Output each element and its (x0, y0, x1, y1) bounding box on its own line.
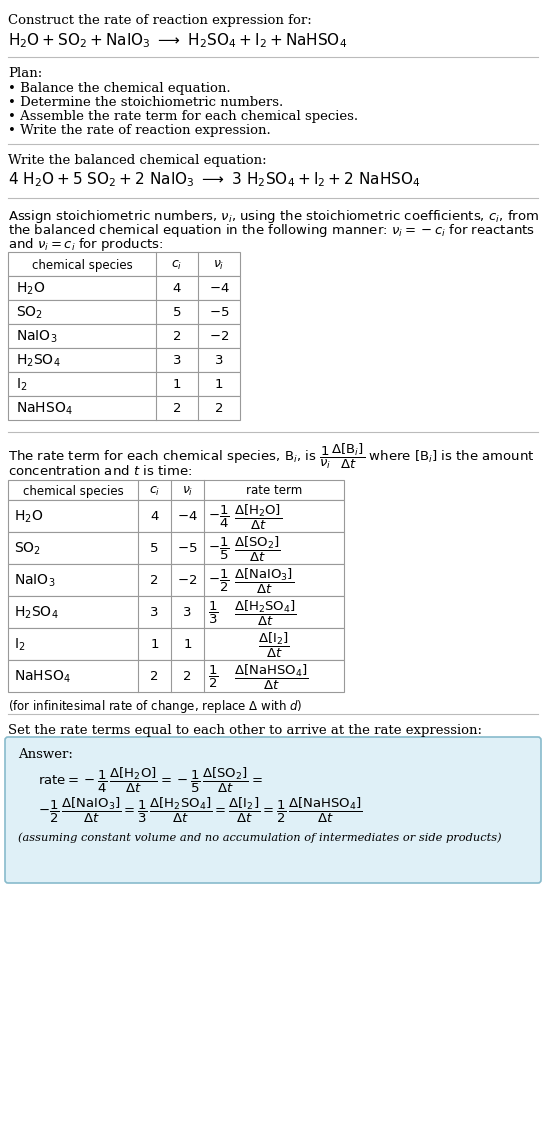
Text: $\mathrm{NaHSO_4}$: $\mathrm{NaHSO_4}$ (16, 401, 73, 417)
Text: $-\dfrac{1}{2}\,\dfrac{\Delta[\mathrm{NaIO_3}]}{\Delta t} = \dfrac{1}{3}\,\dfrac: $-\dfrac{1}{2}\,\dfrac{\Delta[\mathrm{Na… (38, 796, 363, 826)
Text: $\mathrm{I_2}$: $\mathrm{I_2}$ (14, 637, 26, 653)
Text: $c_i$: $c_i$ (149, 484, 160, 498)
Text: • Determine the stoichiometric numbers.: • Determine the stoichiometric numbers. (8, 96, 283, 108)
Text: $\nu_i$: $\nu_i$ (213, 258, 225, 272)
Bar (8, 396, 240, 420)
FancyBboxPatch shape (5, 737, 541, 883)
Bar (8, 348, 240, 372)
Text: 2: 2 (215, 402, 223, 416)
Text: 3: 3 (215, 354, 223, 368)
Text: $\dfrac{\Delta[\mathrm{I_2}]}{\Delta t}$: $\dfrac{\Delta[\mathrm{I_2}]}{\Delta t}$ (258, 630, 290, 660)
Text: 4: 4 (150, 510, 159, 523)
Text: $c_i$: $c_i$ (171, 258, 182, 272)
Text: • Assemble the rate term for each chemical species.: • Assemble the rate term for each chemic… (8, 110, 358, 123)
Text: the balanced chemical equation in the following manner: $\nu_i = -c_i$ for react: the balanced chemical equation in the fo… (8, 222, 535, 239)
Text: 5: 5 (150, 542, 159, 555)
Text: $\mathrm{rate} = -\dfrac{1}{4}\,\dfrac{\Delta[\mathrm{H_2O}]}{\Delta t} = -\dfra: $\mathrm{rate} = -\dfrac{1}{4}\,\dfrac{\… (38, 766, 263, 795)
Text: $\mathrm{SO_2}$: $\mathrm{SO_2}$ (16, 305, 43, 321)
Text: 2: 2 (173, 330, 181, 344)
Text: $-4$: $-4$ (177, 510, 198, 523)
Text: $\dfrac{\Delta[\mathrm{H_2O}]}{\Delta t}$: $\dfrac{\Delta[\mathrm{H_2O}]}{\Delta t}… (234, 502, 282, 532)
Text: 2: 2 (173, 402, 181, 416)
Text: $-2$: $-2$ (177, 574, 198, 587)
Text: $-\dfrac{1}{2}$: $-\dfrac{1}{2}$ (208, 568, 229, 594)
Text: $-4$: $-4$ (209, 282, 229, 296)
Text: Construct the rate of reaction expression for:: Construct the rate of reaction expressio… (8, 14, 312, 27)
Text: 1: 1 (215, 378, 223, 392)
Text: $\mathrm{NaIO_3}$: $\mathrm{NaIO_3}$ (16, 329, 57, 345)
Bar (8, 252, 240, 276)
Text: chemical species: chemical species (32, 258, 132, 272)
Text: $\dfrac{1}{3}$: $\dfrac{1}{3}$ (208, 600, 218, 626)
Bar (8, 276, 240, 300)
Text: (for infinitesimal rate of change, replace $\Delta$ with $d$): (for infinitesimal rate of change, repla… (8, 698, 302, 715)
Text: rate term: rate term (246, 484, 302, 498)
Text: (assuming constant volume and no accumulation of intermediates or side products): (assuming constant volume and no accumul… (18, 833, 502, 843)
Text: 2: 2 (183, 670, 192, 684)
Text: $-\dfrac{1}{4}$: $-\dfrac{1}{4}$ (208, 504, 229, 530)
Bar (8, 372, 240, 396)
Text: $\dfrac{\Delta[\mathrm{NaHSO_4}]}{\Delta t}$: $\dfrac{\Delta[\mathrm{NaHSO_4}]}{\Delta… (234, 662, 308, 692)
Text: $\dfrac{\Delta[\mathrm{SO_2}]}{\Delta t}$: $\dfrac{\Delta[\mathrm{SO_2}]}{\Delta t}… (234, 534, 281, 564)
Bar (8, 628, 344, 660)
Text: $-5$: $-5$ (177, 542, 198, 555)
Text: The rate term for each chemical species, $\mathrm{B}_i$, is $\dfrac{1}{\nu_i}\df: The rate term for each chemical species,… (8, 442, 535, 472)
Text: $\mathrm{H_2O}$: $\mathrm{H_2O}$ (16, 281, 45, 297)
Text: 3: 3 (150, 606, 159, 619)
Text: 2: 2 (150, 670, 159, 684)
Text: Answer:: Answer: (18, 748, 73, 761)
Bar (8, 300, 240, 324)
Text: $\dfrac{\Delta[\mathrm{NaIO_3}]}{\Delta t}$: $\dfrac{\Delta[\mathrm{NaIO_3}]}{\Delta … (234, 566, 294, 596)
Text: 3: 3 (183, 606, 192, 619)
Text: 5: 5 (173, 306, 181, 320)
Text: 1: 1 (150, 638, 159, 651)
Text: 3: 3 (173, 354, 181, 368)
Text: Assign stoichiometric numbers, $\nu_i$, using the stoichiometric coefficients, $: Assign stoichiometric numbers, $\nu_i$, … (8, 208, 539, 225)
Text: and $\nu_i = c_i$ for products:: and $\nu_i = c_i$ for products: (8, 236, 164, 254)
Text: $-\dfrac{1}{5}$: $-\dfrac{1}{5}$ (208, 536, 229, 562)
Text: $\mathrm{4\ H_2O + 5\ SO_2 + 2\ NaIO_3 \ {\longrightarrow}\ 3\ H_2SO_4 + I_2 + 2: $\mathrm{4\ H_2O + 5\ SO_2 + 2\ NaIO_3 \… (8, 170, 420, 188)
Text: • Balance the chemical equation.: • Balance the chemical equation. (8, 82, 230, 95)
Bar (8, 500, 344, 532)
Text: 4: 4 (173, 282, 181, 296)
Text: $\dfrac{\Delta[\mathrm{H_2SO_4}]}{\Delta t}$: $\dfrac{\Delta[\mathrm{H_2SO_4}]}{\Delta… (234, 598, 297, 628)
Text: $-2$: $-2$ (209, 330, 229, 344)
Text: chemical species: chemical species (22, 484, 123, 498)
Text: $\mathrm{NaHSO_4}$: $\mathrm{NaHSO_4}$ (14, 669, 71, 685)
Text: $\dfrac{1}{2}$: $\dfrac{1}{2}$ (208, 664, 218, 690)
Text: $-5$: $-5$ (209, 306, 229, 320)
Text: $\nu_i$: $\nu_i$ (182, 484, 193, 498)
Bar (8, 480, 344, 500)
Bar (8, 596, 344, 628)
Bar (8, 532, 344, 564)
Bar (8, 324, 240, 348)
Text: $\mathrm{H_2SO_4}$: $\mathrm{H_2SO_4}$ (14, 605, 58, 621)
Text: 2: 2 (150, 574, 159, 587)
Text: $\mathrm{SO_2}$: $\mathrm{SO_2}$ (14, 541, 41, 557)
Bar (8, 660, 344, 692)
Text: $\mathrm{H_2O + SO_2 + NaIO_3 \ {\longrightarrow}\ H_2SO_4 + I_2 + NaHSO_4}$: $\mathrm{H_2O + SO_2 + NaIO_3 \ {\longri… (8, 31, 347, 50)
Text: $\mathrm{H_2SO_4}$: $\mathrm{H_2SO_4}$ (16, 353, 61, 369)
Text: Write the balanced chemical equation:: Write the balanced chemical equation: (8, 154, 266, 167)
Text: $\mathrm{NaIO_3}$: $\mathrm{NaIO_3}$ (14, 573, 55, 589)
Text: 1: 1 (173, 378, 181, 392)
Text: 1: 1 (183, 638, 192, 651)
Text: concentration and $t$ is time:: concentration and $t$ is time: (8, 464, 192, 478)
Bar (8, 564, 344, 596)
Text: $\mathrm{H_2O}$: $\mathrm{H_2O}$ (14, 509, 43, 525)
Text: $\mathrm{I_2}$: $\mathrm{I_2}$ (16, 377, 27, 393)
Text: • Write the rate of reaction expression.: • Write the rate of reaction expression. (8, 124, 271, 137)
Text: Set the rate terms equal to each other to arrive at the rate expression:: Set the rate terms equal to each other t… (8, 724, 482, 737)
Text: Plan:: Plan: (8, 67, 42, 80)
